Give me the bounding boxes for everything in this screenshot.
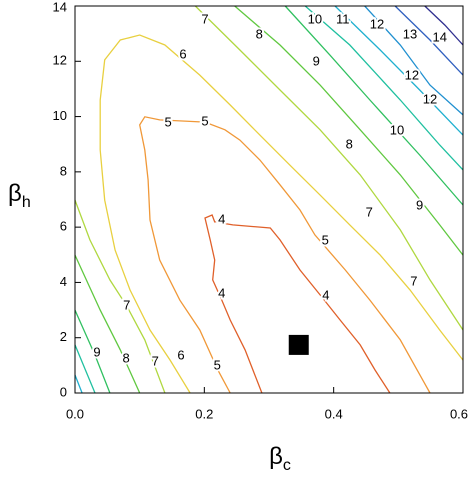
contour-label: 14 (432, 30, 446, 45)
contour-line (99, 34, 464, 394)
contour-line (304, 5, 464, 171)
contour-line (74, 309, 111, 394)
x-axis-label-subscript: c (283, 457, 291, 474)
contour-label: 6 (179, 46, 186, 61)
x-tick-label: 0.0 (66, 406, 84, 421)
y-tick-label: 14 (53, 0, 67, 14)
x-axis-label-symbol: β (269, 443, 283, 470)
y-axis-label-subscript: h (22, 194, 31, 211)
contour-line (139, 116, 431, 394)
contour-line (424, 5, 464, 46)
y-tick-label: 6 (60, 219, 67, 234)
contour-label: 7 (152, 353, 159, 368)
contour-line (364, 5, 464, 116)
contour-label: 8 (122, 350, 129, 365)
contour-label: 5 (214, 357, 221, 372)
contour-label: 8 (346, 136, 353, 151)
contour-label: 11 (336, 12, 350, 27)
x-tick-label: 0.6 (450, 406, 468, 421)
contour-line (234, 5, 464, 256)
contour-label: 7 (366, 204, 373, 219)
contour-line (74, 254, 141, 394)
contour-label: 9 (313, 53, 320, 68)
contour-label: 7 (410, 273, 417, 288)
contour-line (194, 5, 464, 331)
contour-line (74, 199, 166, 394)
plot-frame (74, 5, 464, 394)
y-tick-label: 10 (53, 108, 67, 123)
contour-label: 10 (308, 12, 322, 27)
x-tick-label: 0.4 (325, 406, 343, 421)
contour-label: 12 (370, 17, 384, 32)
y-tick-label: 2 (60, 329, 67, 344)
contour-label: 4 (218, 211, 225, 226)
contour-label: 13 (403, 26, 417, 41)
y-tick-label: 8 (60, 163, 67, 178)
y-tick-label: 0 (60, 384, 67, 399)
x-tick-label: 0.2 (195, 406, 213, 421)
contour-label: 12 (423, 91, 437, 106)
contour-label: 12 (405, 67, 419, 82)
contour-label: 6 (177, 347, 184, 362)
contour-label: 5 (201, 114, 208, 129)
contour-label: 7 (123, 297, 130, 312)
contour-label: 8 (256, 26, 263, 41)
contour-line (284, 5, 464, 206)
contour-line (74, 374, 83, 394)
contour-label: 9 (416, 197, 423, 212)
contour-label: 10 (390, 122, 404, 137)
contour-line (204, 214, 391, 394)
x-axis-label: βc (269, 443, 291, 474)
contour-label: 4 (218, 285, 225, 300)
contour-label: 4 (322, 287, 329, 302)
y-tick-label: 4 (60, 274, 67, 289)
marker (288, 334, 309, 355)
contour-line (394, 5, 464, 76)
contour-label: 7 (201, 12, 208, 27)
contour-label: 9 (93, 344, 100, 359)
contour-line (74, 344, 96, 394)
contour-label: 5 (165, 114, 172, 129)
y-axis-label-symbol: β (8, 180, 22, 207)
y-tick-label: 12 (53, 53, 67, 68)
y-axis-label: βh (8, 180, 31, 211)
contour-line (334, 5, 464, 136)
contour-label: 5 (322, 232, 329, 247)
